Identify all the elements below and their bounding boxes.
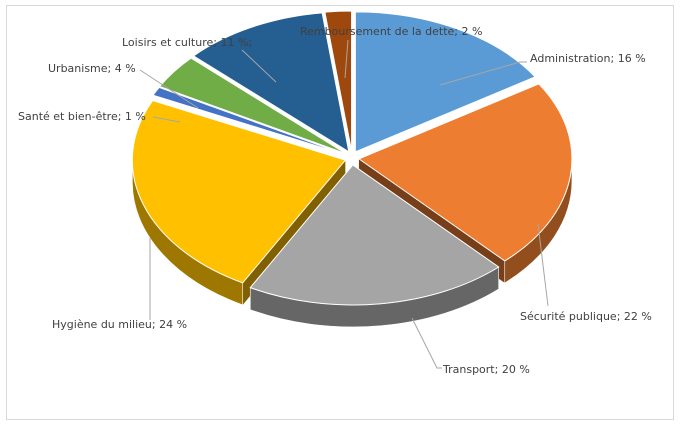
slice-sante-et-bien-etre [152,86,346,156]
data-label-hygiene-du-milieu: Hygiène du milieu; 24 % [52,318,187,331]
slice-securite-publique [357,83,573,262]
slice-hygiene-du-milieu [131,99,347,284]
slice-loisirs-et-culture [192,12,350,153]
slice-transport [249,164,500,306]
pie-slices [131,10,573,328]
leader-line-remboursement [344,39,349,79]
slice-administration [354,11,537,153]
data-label-remboursement-de-la-dette: Remboursement de la dette; 2 % [300,25,482,38]
leader-line-administration [439,61,527,86]
data-label-transport: Transport; 20 % [442,363,530,376]
leader-lines [139,39,549,369]
data-labels: Administration; 16 % Sécurité publique; … [18,25,652,376]
data-label-sante-et-bien-etre: Santé et bien-être; 1 % [18,110,146,123]
leader-line-transport [411,317,442,369]
slice-urbanisme [158,57,347,155]
data-label-administration: Administration; 16 % [530,52,646,65]
leader-line-loisirs [241,49,277,83]
leader-line-sante [152,116,181,123]
slice-remboursement-de-la-dette [324,10,353,152]
data-label-securite-publique: Sécurité publique; 22 % [520,310,652,323]
leader-line-securite [537,223,549,307]
data-label-loisirs-et-culture: Loisirs et culture; 11 %; [122,36,252,49]
data-label-urbanisme: Urbanisme; 4 % [48,62,136,75]
leader-line-urbanisme [139,69,199,109]
